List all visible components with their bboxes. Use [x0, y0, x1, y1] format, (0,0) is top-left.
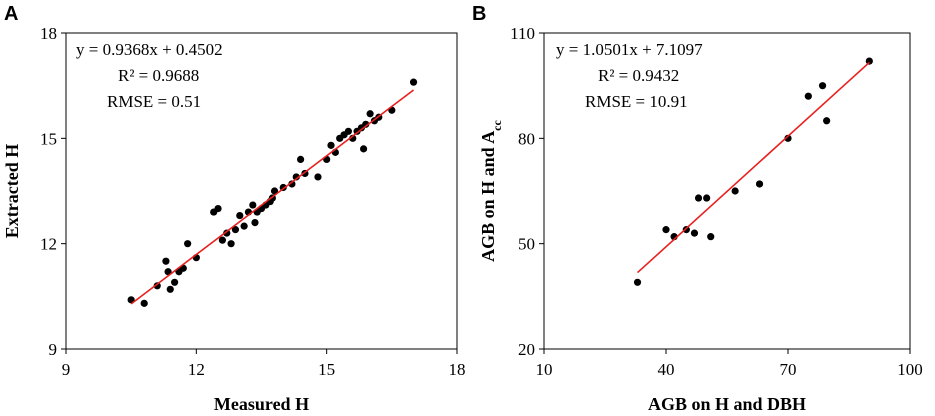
panel-a-data-point-29 — [288, 180, 296, 188]
panel-a-data-point-16 — [231, 226, 240, 234]
panel-a-label: A — [4, 3, 18, 25]
panel-b-x-ticks: 10 40 70 100 — [536, 349, 923, 379]
panel-a-data-point-9 — [184, 240, 192, 248]
panel-b-data-point-13 — [823, 117, 831, 125]
panel-b-data-point-1 — [662, 226, 670, 234]
panel-b-trendline — [636, 61, 870, 274]
panel-b-x-tick-label-2: 70 — [780, 360, 797, 379]
panel-a-y-tick-label-3: 18 — [40, 24, 57, 43]
panel-b-data-point-3 — [682, 226, 690, 234]
panel-b-x-axis-title: AGB on H and DBH — [648, 394, 806, 414]
panel-b-plot-area — [543, 32, 911, 350]
panel-a-data-point-3 — [162, 257, 170, 265]
panel-a-data-point-17 — [236, 211, 244, 220]
panel-a-y-tick-label-1: 12 — [40, 235, 57, 254]
panel-a-points — [127, 78, 418, 307]
panel-a-data-point-21 — [251, 219, 259, 227]
panel-b-points — [633, 57, 873, 286]
panel-a-data-point-18 — [240, 222, 248, 230]
panel-a-x-ticks: 9 12 15 18 — [62, 349, 466, 379]
panel-a-data-point-15 — [227, 240, 235, 248]
panel-a-data-point-33 — [314, 173, 322, 181]
panel-b-y-tick-label-1: 50 — [518, 235, 535, 254]
panel-b-data-point-4 — [690, 229, 699, 237]
panel-b-data-point-5 — [694, 194, 703, 202]
panel-a-data-point-43 — [359, 145, 368, 153]
panel-a-data-point-13 — [218, 236, 226, 244]
panel-b-equation: y = 1.0501x + 7.1097 — [556, 40, 703, 59]
panel-a-y-ticks: 9 12 15 18 — [40, 24, 66, 359]
panel-b-data-point-14 — [865, 57, 873, 65]
panel-a-x-tick-label-3: 18 — [449, 360, 466, 379]
panel-b-y-axis-title-main: AGB on H and A — [478, 131, 498, 262]
panel-a-data-point-1 — [140, 299, 148, 307]
panel-b-label: B — [472, 3, 486, 25]
panel-b-data-point-10 — [784, 134, 792, 142]
panel-a-data-point-5 — [166, 285, 174, 293]
panel-b-y-axis-title-subscript: cc — [490, 119, 504, 130]
panel-a-data-point-27 — [270, 187, 279, 195]
panel-a-y-tick-label-2: 15 — [40, 129, 57, 148]
panel-a-rmse: RMSE = 0.51 — [107, 92, 201, 111]
panel-b-data-point-12 — [818, 82, 827, 90]
panel-a-x-axis-title: Measured H — [214, 394, 309, 414]
panel-b-data-point-6 — [703, 194, 711, 202]
panel-a-x-tick-label-1: 12 — [188, 360, 205, 379]
panel-a-data-point-6 — [171, 278, 179, 286]
panel-b-data-point-0 — [633, 278, 642, 286]
panel-b-rmse: RMSE = 10.91 — [585, 92, 688, 111]
panel-a-data-point-14 — [223, 229, 231, 237]
panel-a-data-point-30 — [292, 173, 300, 181]
panel-a-data-point-44 — [362, 120, 370, 128]
panel-a-data-point-39 — [344, 127, 352, 135]
panel-a-data-point-20 — [249, 201, 257, 209]
panel-a: A 9 12 15 18 9 12 15 18 y = 0.9368x + 0.4502 R… — [2, 3, 466, 414]
panel-b-x-tick-label-0: 10 — [536, 360, 553, 379]
panel-a-equation: y = 0.9368x + 0.4502 — [76, 40, 223, 59]
panel-a-y-axis-title: Extracted H — [2, 144, 22, 238]
panel-a-data-point-35 — [327, 141, 335, 149]
panel-a-plot-area — [65, 32, 458, 350]
panel-b-x-tick-label-1: 40 — [658, 360, 675, 379]
panel-a-data-point-31 — [297, 155, 305, 163]
panel-b: B 10 40 70 100 20 50 80 110 y = 1.0501x + 7.10… — [472, 3, 923, 414]
panel-b-y-tick-label-2: 80 — [518, 129, 535, 148]
panel-a-data-point-49 — [409, 78, 418, 86]
panel-a-data-point-2 — [153, 282, 161, 290]
panel-b-y-ticks: 20 50 80 110 — [510, 24, 544, 359]
panel-b-data-point-7 — [707, 233, 715, 241]
panel-b-y-axis-title: AGB on H and Acc — [478, 119, 504, 261]
panel-b-data-point-9 — [755, 180, 764, 188]
panel-b-data-point-8 — [731, 187, 739, 195]
panel-b-r-squared: R² = 0.9432 — [598, 66, 679, 85]
panel-b-x-tick-label-3: 100 — [897, 360, 923, 379]
panel-a-y-tick-label-0: 9 — [49, 340, 58, 359]
panel-a-data-point-12 — [214, 204, 222, 213]
panel-b-y-tick-label-3: 110 — [510, 24, 535, 43]
panel-b-y-tick-label-0: 20 — [518, 340, 535, 359]
panel-a-data-point-45 — [366, 110, 374, 118]
panel-b-data-point-11 — [804, 92, 812, 100]
panel-a-r-squared: R² = 0.9688 — [118, 66, 199, 85]
panel-a-x-tick-label-0: 9 — [62, 360, 71, 379]
panel-a-x-tick-label-2: 15 — [318, 360, 335, 379]
panel-a-trendline — [130, 89, 415, 305]
